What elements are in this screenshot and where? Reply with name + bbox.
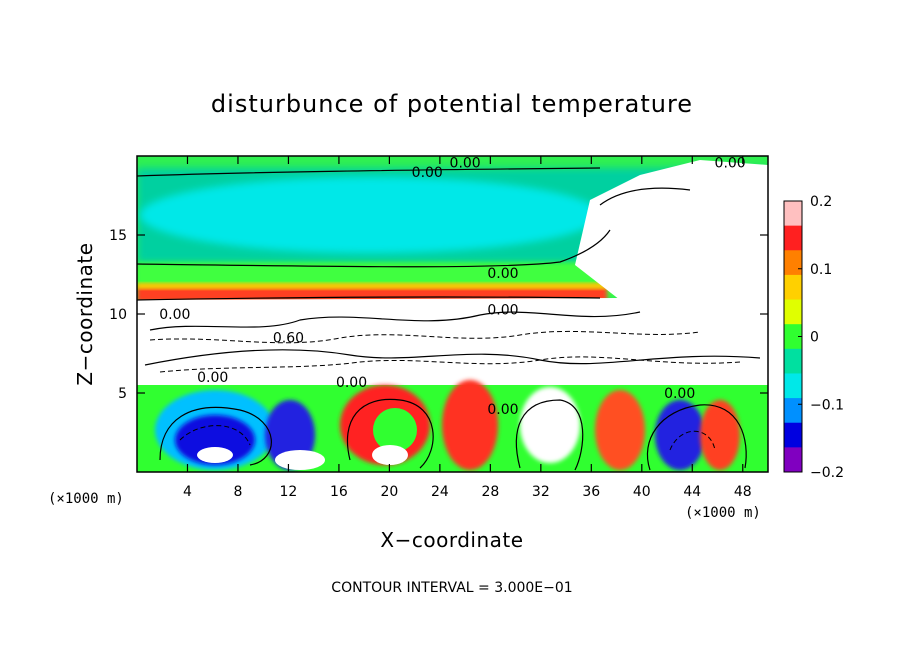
x-tick-label: 36	[582, 484, 600, 500]
contour-label: 0.00	[487, 402, 518, 418]
x-tick-label: 24	[431, 484, 449, 500]
y-tick-label: 10	[109, 307, 127, 323]
contour-label: 0.00	[715, 155, 746, 171]
contour-labels: 0.00 0.00 0.00 0.00 0.00 0.00 0.60 0.00 0.00 0.00…	[159, 155, 745, 417]
x-tick-label: 20	[380, 484, 398, 500]
colorbar-swatch	[784, 447, 802, 473]
colorbar-swatch	[784, 274, 802, 301]
chart-title: disturbunce of potential temperature	[211, 90, 693, 118]
colorbar-swatch	[784, 225, 802, 251]
colorbar-swatch	[784, 422, 802, 448]
y-axis-ticks: 5 10 15	[109, 228, 768, 402]
colorbar-tick-label: −0.1	[810, 397, 844, 413]
contour-label: 0.00	[197, 370, 228, 386]
colorbar	[783, 200, 803, 473]
colorbar-swatch	[784, 201, 802, 227]
colorbar-swatch	[784, 324, 802, 350]
y-tick-label: 5	[118, 386, 127, 402]
y-axis-label: Z−coordinate	[73, 242, 97, 385]
colorbar-tick-label: 0.2	[810, 194, 832, 210]
x-axis-label: X−coordinate	[380, 528, 523, 552]
x-axis-ticks: 4 8 12 16 20 24 28 32 36 40 44 48	[183, 156, 752, 500]
contour-label: 0.00	[412, 165, 443, 181]
colorbar-ticks: 0.2 0.1 0 −0.1 −0.2	[798, 194, 844, 481]
y-tick-label: 15	[109, 228, 127, 244]
x-tick-label: 28	[481, 484, 499, 500]
contour-label: 0.00	[487, 302, 518, 318]
colorbar-swatch	[784, 250, 802, 276]
contour-label: 0.00	[336, 375, 367, 391]
contour-label: 0.60	[273, 331, 304, 347]
x-tick-label: 12	[280, 484, 298, 500]
y-axis-unit: (×1000 m)	[48, 491, 124, 507]
x-tick-label: 44	[683, 484, 701, 500]
colorbar-tick-label: 0.1	[810, 262, 832, 278]
x-tick-label: 32	[532, 484, 550, 500]
heatmap-field	[137, 156, 768, 472]
contour-label: 0.00	[159, 307, 190, 323]
x-tick-label: 48	[734, 484, 752, 500]
x-axis-unit: (×1000 m)	[685, 505, 761, 521]
colorbar-tick-label: 0	[810, 330, 819, 346]
contour-label: 0.00	[664, 386, 695, 402]
contour-label: 0.00	[487, 266, 518, 282]
x-tick-label: 40	[633, 484, 651, 500]
colorbar-swatch	[784, 348, 802, 374]
x-tick-label: 16	[330, 484, 348, 500]
x-tick-label: 8	[233, 484, 242, 500]
colorbar-swatch	[784, 398, 802, 424]
contour-label: 0.00	[450, 155, 481, 171]
colorbar-tick-label: −0.2	[810, 465, 844, 481]
colorbar-swatch	[784, 373, 802, 399]
colorbar-swatch	[784, 299, 802, 325]
x-tick-label: 4	[183, 484, 192, 500]
contour-interval-note: CONTOUR INTERVAL = 3.000E−01	[331, 580, 572, 596]
